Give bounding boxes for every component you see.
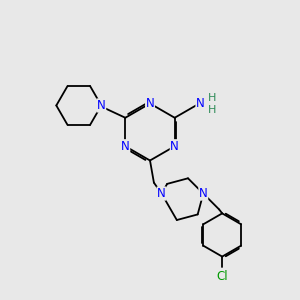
Text: N: N	[97, 99, 106, 112]
Text: N: N	[121, 140, 130, 153]
Text: N: N	[157, 187, 166, 200]
Text: N: N	[146, 97, 154, 110]
Text: N: N	[199, 187, 208, 200]
Text: Cl: Cl	[216, 270, 228, 283]
Text: N: N	[196, 97, 205, 110]
Text: N: N	[170, 140, 179, 153]
Text: H: H	[208, 105, 217, 116]
Text: H: H	[208, 93, 217, 103]
